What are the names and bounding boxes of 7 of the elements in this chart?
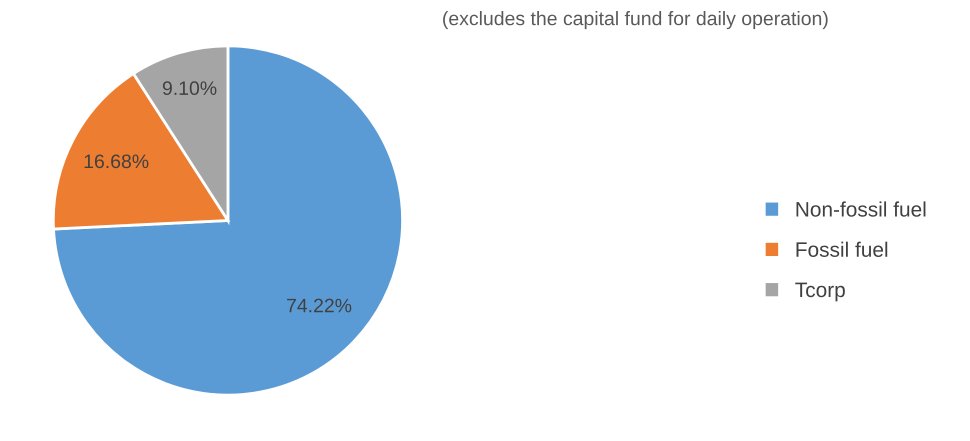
data-label: 9.10%: [162, 81, 216, 96]
legend-label: Tcorp: [795, 282, 845, 302]
legend-label: Non-fossil fuel: [796, 201, 926, 217]
data-label: 16.68%: [84, 154, 148, 168]
data-label: 74.22%: [287, 298, 352, 312]
chart-subtitle: (excludes the capital fund for daily operation): [443, 11, 828, 30]
legend-label: Fossil fuel: [796, 242, 888, 257]
